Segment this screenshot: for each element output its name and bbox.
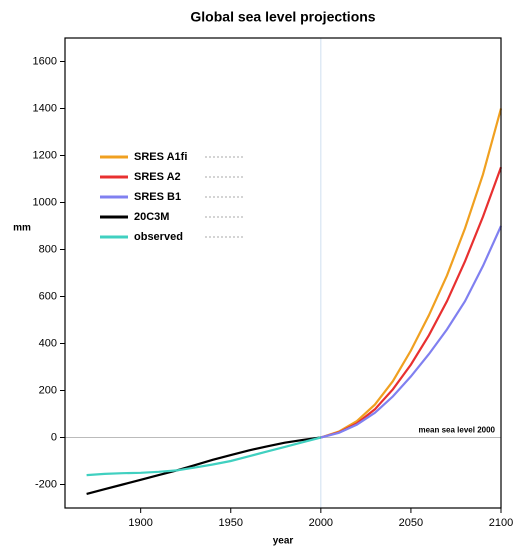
y-tick-label: 1400: [33, 102, 57, 114]
y-tick-label: -200: [35, 478, 57, 490]
series-line: [86, 436, 322, 477]
legend-label: SRES A1fi: [134, 151, 187, 163]
x-tick-label: 2000: [309, 517, 333, 529]
annotation: mean sea level 2000: [418, 426, 495, 435]
plot-area: [65, 38, 503, 508]
y-tick-label: 0: [51, 431, 57, 443]
series-line: [320, 166, 503, 439]
x-tick-label: 2100: [489, 517, 513, 529]
x-axis-label: year: [273, 536, 294, 547]
y-tick-label: 1200: [33, 149, 57, 161]
chart-title: Global sea level projections: [190, 9, 375, 25]
x-tick-label: 1900: [128, 517, 152, 529]
series-line: [320, 225, 503, 439]
series-line: [320, 108, 503, 439]
x-tick-label: 1950: [219, 517, 243, 529]
legend-label: 20C3M: [134, 211, 169, 223]
series-line: [86, 436, 321, 495]
legend-label: SRES B1: [134, 191, 181, 203]
y-tick-label: 400: [39, 337, 57, 349]
y-tick-label: 1600: [33, 55, 57, 67]
y-axis-label: mm: [13, 223, 31, 234]
y-tick-label: 600: [39, 290, 57, 302]
y-tick-label: 800: [39, 243, 57, 255]
legend-label: observed: [134, 231, 183, 243]
y-tick-label: 1000: [33, 196, 57, 208]
legend-label: SRES A2: [134, 171, 181, 183]
x-tick-label: 2050: [399, 517, 423, 529]
plot-frame: [64, 37, 502, 509]
y-tick-label: 200: [39, 384, 57, 396]
